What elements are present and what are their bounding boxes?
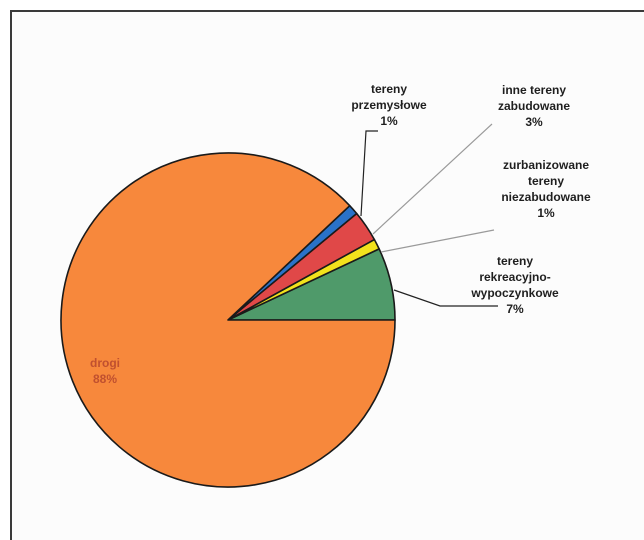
slice-value-label: 88% <box>93 372 117 386</box>
slice-name-label: rekreacyjno- <box>479 270 550 284</box>
slice-value-label: 7% <box>506 302 524 316</box>
slice-labels: tereny rekreacyjno-wypoczynkowe 7% zurbaniz… <box>90 82 591 386</box>
slice-label-drogi: drogi 88% <box>90 356 120 386</box>
slice-name-label: wypoczynkowe <box>470 286 559 300</box>
slice-name-label: zurbanizowane <box>503 158 589 172</box>
slice-name-label: inne tereny <box>502 83 566 97</box>
slice-name-label: niezabudowane <box>501 190 591 204</box>
leader-lines <box>360 123 498 307</box>
slice-value-label: 1% <box>537 206 555 220</box>
leader-line-tereny-przemyslowe <box>360 130 378 217</box>
leader-line-zurbanizowane-tereny-niezabudowane <box>380 229 495 253</box>
slice-label-tereny-rekreacyjno-wypoczynkowe: tereny rekreacyjno-wypoczynkowe 7% <box>470 254 559 316</box>
slice-name-label: tereny <box>528 174 564 188</box>
slice-label-inne-tereny-zabudowane: inne tereny zabudowane 3% <box>498 83 570 129</box>
slice-value-label: 1% <box>380 114 398 128</box>
leader-line-inne-tereny-zabudowane <box>372 123 493 235</box>
slice-value-label: 3% <box>525 115 543 129</box>
slice-name-label: przemysłowe <box>351 98 427 112</box>
slice-name-label: drogi <box>90 356 120 370</box>
pie-slices <box>60 152 396 488</box>
slice-name-label: zabudowane <box>498 99 570 113</box>
leader-line-tereny-rekreacyjno-wypoczynkowe <box>393 289 498 307</box>
slice-label-tereny-przemyslowe: tereny przemysłowe 1% <box>351 82 427 128</box>
slice-label-zurbanizowane-tereny-niezabudowane: zurbanizowane tereny niezabudowane 1% <box>501 158 591 220</box>
pie-slice-drogi <box>60 152 396 488</box>
slice-name-label: tereny <box>497 254 533 268</box>
slice-name-label: tereny <box>371 82 407 96</box>
